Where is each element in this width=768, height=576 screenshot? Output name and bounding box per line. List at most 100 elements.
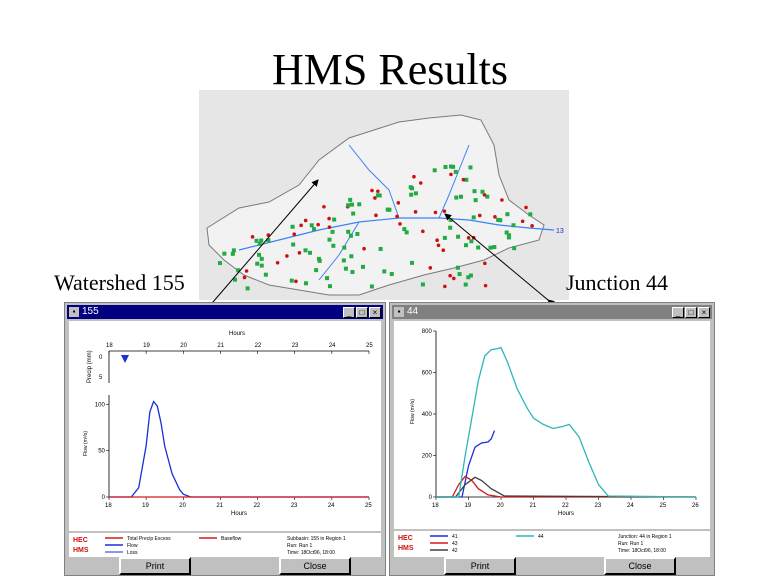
subbasin-marker[interactable] bbox=[349, 254, 354, 259]
x-tick-label: 20 bbox=[179, 503, 186, 509]
junction-marker[interactable] bbox=[322, 204, 326, 209]
precip-ytick-0: 0 bbox=[99, 355, 103, 361]
subbasin-marker[interactable] bbox=[409, 192, 414, 197]
junction-marker[interactable] bbox=[327, 225, 332, 229]
subbasin-marker[interactable] bbox=[454, 195, 459, 200]
subbasin-marker[interactable] bbox=[357, 202, 362, 207]
maximize-button[interactable]: □ bbox=[685, 307, 697, 318]
subbasin-marker[interactable] bbox=[343, 266, 348, 271]
print-button[interactable]: Print bbox=[444, 557, 516, 575]
junction-marker[interactable] bbox=[433, 210, 438, 215]
x-tick-label: 19 bbox=[142, 503, 149, 509]
junction-marker[interactable] bbox=[370, 188, 374, 193]
subbasin-marker[interactable] bbox=[376, 193, 381, 198]
subbasin-marker[interactable] bbox=[468, 165, 473, 170]
junction-marker[interactable] bbox=[373, 196, 377, 200]
subbasin-marker[interactable] bbox=[350, 202, 355, 207]
subbasin-marker[interactable] bbox=[316, 256, 321, 261]
junction-marker[interactable] bbox=[461, 177, 466, 182]
minimize-button[interactable]: _ bbox=[672, 307, 684, 318]
subbasin-marker[interactable] bbox=[389, 272, 394, 277]
subbasin-marker[interactable] bbox=[317, 258, 322, 263]
subbasin-marker[interactable] bbox=[378, 246, 383, 251]
subbasin-marker[interactable] bbox=[420, 282, 425, 287]
junction-marker[interactable] bbox=[362, 246, 366, 251]
subbasin-marker[interactable] bbox=[327, 284, 332, 289]
junction-marker[interactable] bbox=[413, 210, 418, 214]
subbasin-marker[interactable] bbox=[348, 233, 353, 238]
y-tick-label: 200 bbox=[422, 454, 433, 460]
junction-marker[interactable] bbox=[418, 181, 423, 185]
junction-marker[interactable] bbox=[327, 216, 331, 221]
subbasin-marker[interactable] bbox=[432, 168, 437, 173]
junction-marker[interactable] bbox=[436, 243, 441, 248]
close-icon[interactable]: × bbox=[698, 307, 710, 318]
maximize-button[interactable]: □ bbox=[356, 307, 368, 318]
subbasin-marker[interactable] bbox=[451, 164, 456, 169]
junction-marker[interactable] bbox=[396, 201, 401, 205]
right-window-titlebar[interactable]: ▪ 44 _ □ × bbox=[392, 305, 712, 319]
junction-result-window[interactable]: ▪ 44 _ □ × 18 19 20 21 22 23 24 25 26 800 600 400 200 0 F… bbox=[389, 302, 715, 576]
subbasin-marker[interactable] bbox=[404, 230, 409, 235]
x-tick-label: 25 bbox=[365, 503, 372, 509]
junction-marker[interactable] bbox=[500, 198, 504, 202]
subbasin-result-window[interactable]: ▪ 155 _ □ × Precip (mm) 0 5 Hours 18 19 20 21 2… bbox=[64, 302, 386, 576]
junction-marker[interactable] bbox=[421, 229, 425, 234]
left-legend-panel: HEC HMS Total Precip Excess Flow Loss Ba… bbox=[69, 533, 381, 557]
precip-xtick-label: 20 bbox=[180, 343, 187, 349]
subbasin-marker[interactable] bbox=[449, 164, 454, 169]
junction-marker[interactable] bbox=[374, 213, 378, 218]
subbasin-marker[interactable] bbox=[472, 189, 477, 194]
close-icon[interactable]: × bbox=[369, 307, 381, 318]
subbasin-marker[interactable] bbox=[443, 164, 448, 169]
subbasin-marker[interactable] bbox=[387, 207, 392, 212]
y-tick-label: 0 bbox=[429, 495, 433, 501]
print-button[interactable]: Print bbox=[119, 557, 191, 575]
minimize-button[interactable]: _ bbox=[343, 307, 355, 318]
subbasin-marker[interactable] bbox=[351, 211, 356, 216]
right-info-line-2: Run: Run 1 bbox=[618, 541, 644, 547]
subbasin-marker[interactable] bbox=[409, 260, 414, 265]
junction-marker[interactable] bbox=[482, 193, 487, 197]
subbasin-marker[interactable] bbox=[453, 169, 458, 174]
junction-marker[interactable] bbox=[435, 238, 439, 243]
subbasin-marker[interactable] bbox=[402, 227, 407, 232]
subbasin-marker[interactable] bbox=[330, 229, 335, 234]
subbasin-marker[interactable] bbox=[485, 194, 490, 199]
subbasin-marker[interactable] bbox=[464, 177, 469, 182]
subbasin-marker[interactable] bbox=[459, 194, 464, 199]
subbasin-marker[interactable] bbox=[325, 276, 330, 281]
left-plot-area: Precip (mm) 0 5 Hours 18 19 20 21 22 23 24 25 1… bbox=[69, 321, 381, 531]
subbasin-marker[interactable] bbox=[327, 237, 332, 242]
close-button[interactable]: Close bbox=[604, 557, 676, 575]
subbasin-marker[interactable] bbox=[346, 229, 351, 234]
junction-marker[interactable] bbox=[449, 172, 453, 177]
subbasin-marker[interactable] bbox=[408, 185, 413, 190]
subbasin-marker[interactable] bbox=[369, 284, 374, 289]
subbasin-marker[interactable] bbox=[332, 217, 337, 222]
subbasin-marker[interactable] bbox=[342, 245, 347, 250]
subbasin-marker[interactable] bbox=[331, 243, 336, 248]
junction-marker[interactable] bbox=[395, 214, 399, 219]
junction-marker[interactable] bbox=[442, 209, 447, 213]
left-window-titlebar[interactable]: ▪ 155 _ □ × bbox=[67, 305, 383, 319]
subbasin-marker[interactable] bbox=[350, 270, 355, 275]
junction-marker[interactable] bbox=[524, 205, 528, 210]
subbasin-marker[interactable] bbox=[360, 264, 365, 269]
subbasin-marker[interactable] bbox=[348, 197, 353, 202]
junction-marker[interactable] bbox=[412, 174, 416, 179]
subbasin-marker[interactable] bbox=[346, 203, 351, 208]
subbasin-marker[interactable] bbox=[473, 198, 478, 203]
junction-marker[interactable] bbox=[441, 248, 446, 252]
subbasin-marker[interactable] bbox=[480, 189, 485, 194]
subbasin-marker[interactable] bbox=[355, 231, 360, 236]
subbasin-marker[interactable] bbox=[341, 258, 346, 263]
junction-marker[interactable] bbox=[376, 189, 380, 194]
junction-label-13: 13 bbox=[556, 228, 564, 235]
close-button[interactable]: Close bbox=[279, 557, 351, 575]
subbasin-marker[interactable] bbox=[413, 191, 418, 196]
junction-marker[interactable] bbox=[398, 222, 402, 226]
subbasin-marker[interactable] bbox=[382, 269, 387, 274]
junction-marker[interactable] bbox=[428, 266, 433, 270]
series-line-42 bbox=[436, 476, 697, 498]
